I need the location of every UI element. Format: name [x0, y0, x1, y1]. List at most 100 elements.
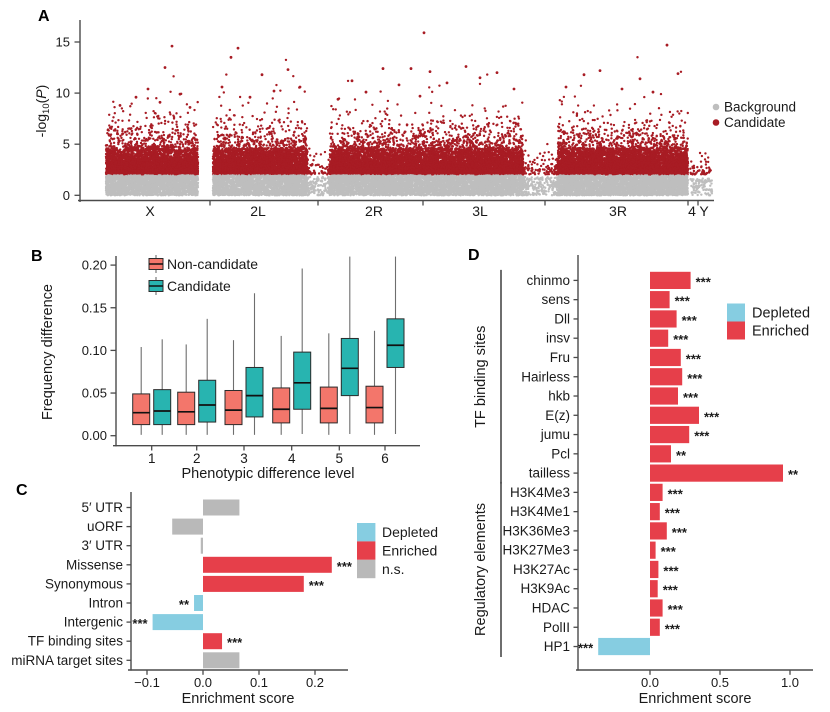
legend-swatch-ns — [357, 559, 376, 579]
significance-stars: *** — [132, 616, 148, 631]
significance-stars: ** — [179, 597, 190, 612]
box-non-candidate-level-4 — [272, 387, 291, 424]
boxplot-svg: 0.00 0.05 0.10 0.15 0.20 1 2 3 4 5 6 Phenotypic dif… — [40, 255, 420, 482]
significance-stars: *** — [665, 621, 681, 636]
box-non-candidate-level-6 — [365, 385, 384, 424]
x-tick-label: 5 — [336, 451, 344, 466]
bar-h3k9ac — [650, 580, 658, 598]
manhattan-axes-svg: 0 5 10 15 X 2L 2R 3L 3R 4 Y -log10(P) BackgroundCand… — [33, 20, 796, 219]
category-label: H3K36Me3 — [502, 523, 570, 538]
category-label: uORF — [87, 519, 123, 534]
significance-stars: *** — [694, 429, 710, 444]
x-tick-label: 6 — [381, 451, 389, 466]
bar-3′-utr — [200, 537, 203, 554]
category-label: Fru — [550, 350, 570, 365]
category-label: Dll — [554, 311, 570, 326]
chromosome-label: 2L — [250, 203, 266, 219]
category-label: Intergenic — [64, 615, 124, 630]
y-axis-title: -log10(P) — [33, 85, 52, 138]
panel-b-boxplot: 0.00 0.05 0.10 0.15 0.20 1 2 3 4 5 6 Phenotypic dif… — [0, 240, 440, 482]
bar-h3k27ac — [650, 560, 659, 579]
significance-stars: *** — [687, 371, 703, 386]
y-tick-label: 0.00 — [82, 428, 107, 443]
significance-stars: ** — [788, 467, 799, 482]
bar-missense — [203, 556, 332, 573]
x-tick-label: 1.0 — [781, 675, 799, 690]
bar-hairless — [650, 368, 683, 386]
bar-jumu — [650, 425, 690, 444]
legend-dot-candidate — [712, 119, 720, 126]
category-label: HP1 — [544, 639, 570, 654]
category-label: hkb — [548, 389, 570, 404]
x-tick-label: 3 — [240, 451, 248, 466]
bar-e-z- — [650, 406, 699, 424]
significance-stars: *** — [668, 486, 684, 501]
bar-fru — [650, 348, 681, 367]
bar-h3k27me3 — [650, 541, 656, 559]
bar-uorf — [172, 518, 203, 535]
significance-stars: *** — [337, 559, 353, 574]
legend-label: Non-candidate — [167, 256, 258, 272]
y-tick-label: 15 — [56, 35, 70, 50]
y-axis-title: Frequency difference — [40, 284, 56, 420]
chromosome-label: Y — [699, 203, 709, 219]
legend-label: Depleted — [382, 524, 438, 540]
box-candidate-level-5 — [340, 337, 359, 397]
legend-label: n.s. — [382, 561, 405, 577]
y-tick-label: 5 — [63, 137, 70, 152]
y-tick-label: 0 — [63, 188, 70, 203]
bar-synonymous — [203, 575, 304, 592]
y-tick-label: 0.10 — [82, 343, 107, 358]
x-tick-label: 0.2 — [306, 675, 324, 690]
bar-hdac — [650, 599, 663, 617]
bar-h3k4me1 — [650, 503, 660, 521]
panel-a-manhattan: 0 5 10 15 X 2L 2R 3L 3R 4 Y -log10(P) Background Cand… — [0, 0, 830, 240]
x-tick-label: 4 — [288, 451, 296, 466]
y-tick-label: 0.15 — [82, 300, 107, 315]
box-non-candidate-level-2 — [177, 391, 196, 426]
x-tick-label: 0.0 — [194, 675, 212, 690]
box-candidate-level-3 — [245, 366, 264, 418]
category-label: tailless — [529, 466, 571, 481]
chromosome-label: 2R — [365, 203, 383, 219]
significance-stars: *** — [661, 544, 677, 559]
bar-h3k36me3 — [650, 522, 667, 540]
category-label: Pcl — [551, 446, 570, 461]
bar-hkb — [650, 387, 678, 405]
chromosome-label: 4 — [688, 203, 696, 219]
significance-stars: *** — [663, 563, 679, 578]
bar-tf-binding-sites — [203, 633, 223, 650]
legend-label: Enriched — [382, 542, 437, 558]
annotation-enrichment-svg: −0.1 0.0 0.1 0.2 Enrichment score 5′ UTR uORF 3… — [11, 492, 438, 707]
category-label: E(z) — [545, 408, 570, 423]
legend-swatch-depleted — [727, 303, 745, 322]
category-label: Missense — [66, 557, 123, 572]
panel-c-letter: C — [16, 482, 28, 499]
box-candidate-level-6 — [386, 318, 405, 368]
box-candidate-level-2 — [198, 379, 217, 423]
category-label: Hairless — [521, 369, 570, 384]
significance-stars: *** — [578, 641, 594, 656]
significance-stars: *** — [665, 506, 681, 521]
category-label: jumu — [540, 427, 570, 442]
x-tick-label: 2 — [193, 451, 201, 466]
significance-stars: *** — [683, 390, 699, 405]
y-tick-label: 10 — [56, 86, 70, 101]
x-tick-label: 0.1 — [250, 675, 268, 690]
x-tick-label: 0.0 — [641, 675, 659, 690]
bar-sens — [650, 291, 670, 309]
legend-swatch-enriched — [357, 541, 376, 560]
category-label: Synonymous — [45, 576, 123, 591]
group-title: TF binding sites — [473, 326, 489, 428]
category-label: H3K4Me1 — [510, 504, 570, 519]
significance-stars: *** — [682, 313, 698, 328]
significance-stars: ** — [676, 448, 687, 463]
x-axis-title: Enrichment score — [182, 691, 295, 707]
x-axis-title: Phenotypic difference level — [181, 466, 354, 482]
bar-intron — [194, 595, 203, 611]
category-label: H3K4Me3 — [510, 485, 570, 500]
x-axis-title: Enrichment score — [639, 691, 752, 707]
bar-pcl — [650, 445, 671, 463]
legend-swatch-depleted — [357, 523, 376, 542]
